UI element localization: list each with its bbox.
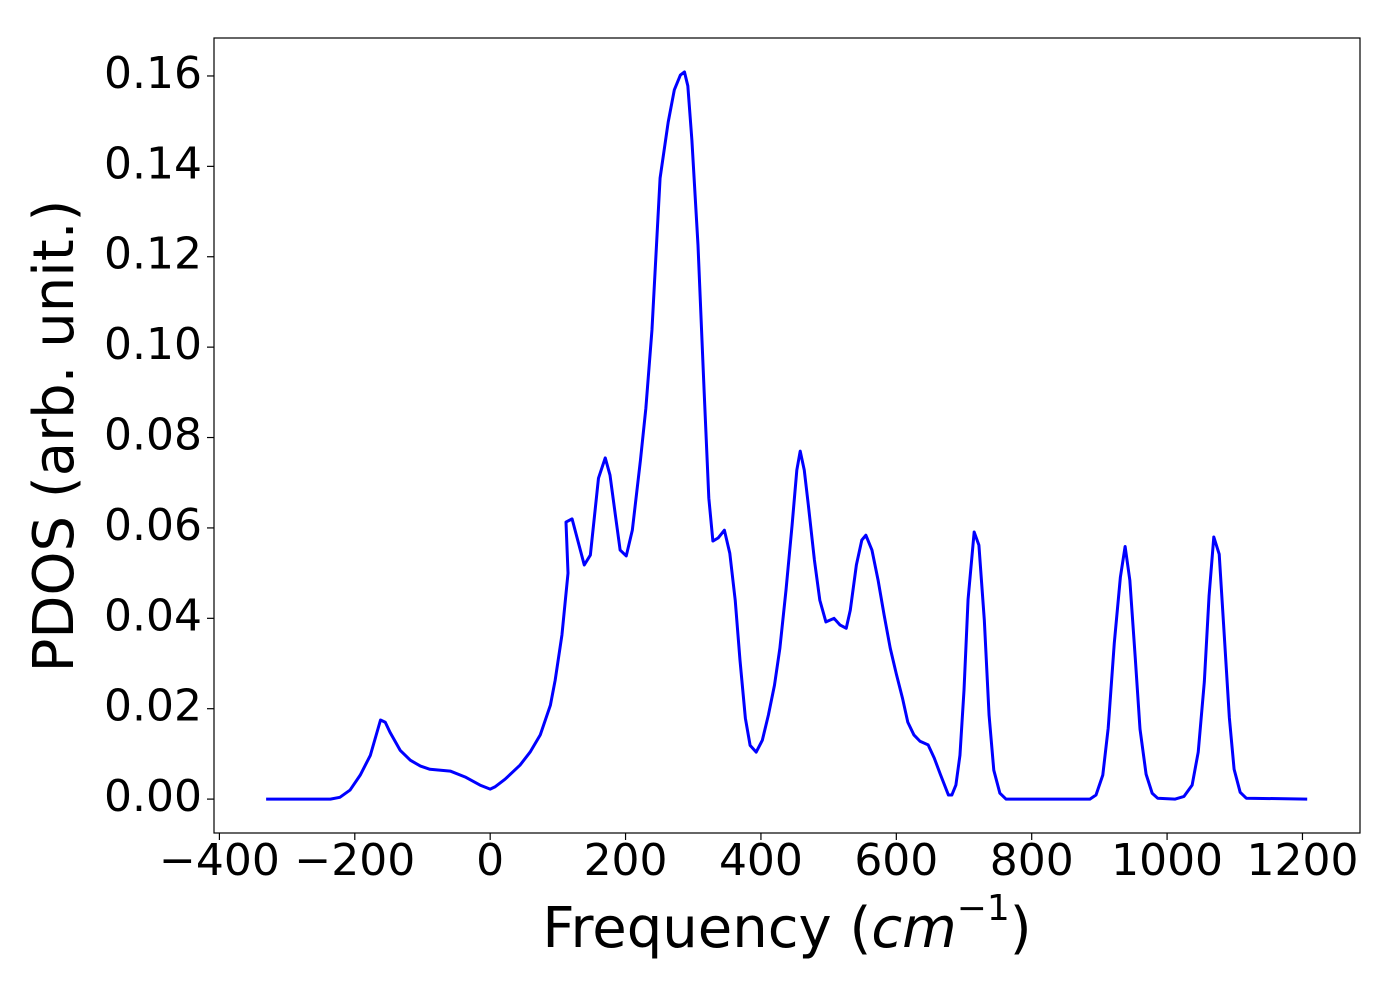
x-tick-label: 800 — [990, 835, 1074, 886]
y-tick-label: 0.04 — [104, 590, 202, 641]
y-tick-label: 0.14 — [104, 138, 202, 189]
data-line — [266, 70, 1308, 801]
x-tick-label: 400 — [719, 835, 803, 886]
x-label-text: Frequency ( — [542, 896, 871, 961]
x-tick-label: 200 — [584, 835, 668, 886]
x-tick-label: −400 — [159, 835, 280, 886]
y-tick-label: 0.02 — [104, 681, 202, 732]
y-tick-label: 0.08 — [104, 410, 202, 461]
x-tick-label: 1200 — [1246, 835, 1358, 886]
x-tick-label: −200 — [294, 835, 415, 886]
x-tick-label: 600 — [854, 835, 938, 886]
x-label-close: ) — [1010, 896, 1032, 961]
y-tick-label: 0.10 — [104, 319, 202, 370]
y-tick-label: 0.16 — [104, 48, 202, 99]
x-tick-label: 1000 — [1111, 835, 1223, 886]
x-label-unit: cm — [871, 896, 956, 961]
y-tick-label: 0.06 — [104, 500, 202, 551]
y-tick-label: 0.12 — [104, 229, 202, 280]
plot-frame — [213, 37, 1361, 834]
y-axis-label: PDOS (arb. unit.) — [22, 200, 87, 673]
x-axis-label: Frequency (cm−1) — [542, 888, 1031, 961]
x-tick-label: 0 — [476, 835, 504, 886]
x-label-exponent: −1 — [957, 888, 1010, 929]
y-tick-label: 0.00 — [104, 771, 202, 822]
